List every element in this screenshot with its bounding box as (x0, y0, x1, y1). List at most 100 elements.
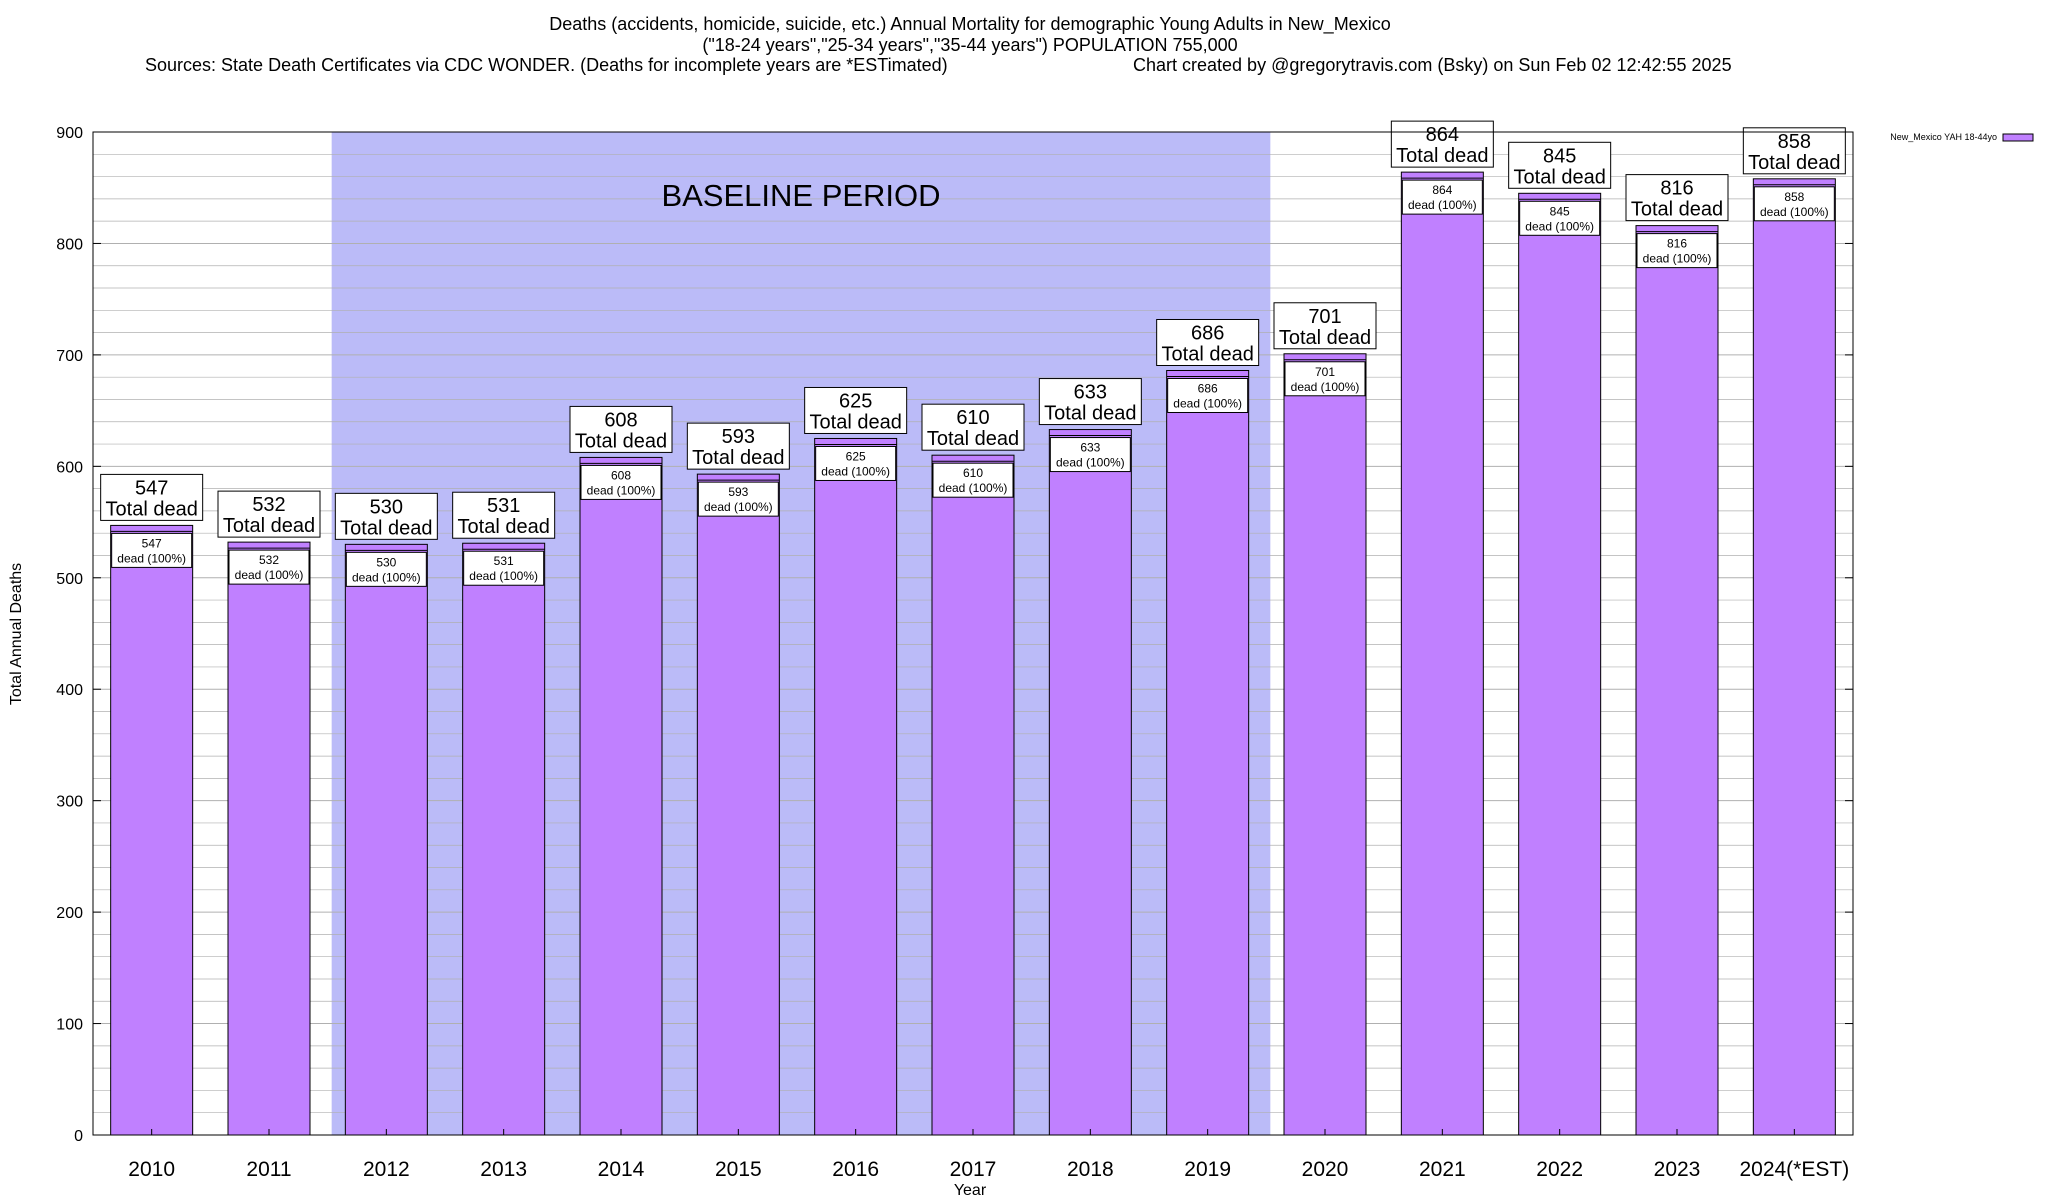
total-label-box (1508, 141, 1612, 189)
total-label-text: Total dead (1748, 152, 1840, 174)
total-label-value: 610 (956, 407, 989, 429)
inner-label-value: 816 (1667, 237, 1687, 251)
chart-title-line-2: ("18-24 years","25-34 years","35-44 year… (702, 35, 1237, 55)
inner-label-box (697, 481, 779, 517)
total-label-box (804, 386, 908, 434)
inner-label-value: 864 (1432, 183, 1452, 197)
x-tick-label: 2023 (1654, 1158, 1701, 1181)
inner-label-value: 701 (1315, 365, 1335, 379)
inner-label-box (111, 532, 193, 568)
legend-label: New_Mexico YAH 18-44yo (1890, 132, 1997, 142)
chart-title-line-1: Deaths (accidents, homicide, suicide, et… (549, 14, 1390, 35)
y-tick-label: 300 (56, 794, 83, 811)
total-label-value: 858 (1778, 131, 1811, 153)
total-label-box (1156, 318, 1260, 366)
total-label-box (569, 405, 673, 453)
x-tick-label: 2020 (1302, 1158, 1349, 1181)
total-label-box (452, 491, 556, 539)
total-label-text: Total dead (458, 516, 550, 538)
total-label-value: 593 (722, 426, 755, 448)
total-label-text: Total dead (575, 430, 667, 452)
total-label-value: 530 (370, 496, 403, 518)
inner-label-text: dead (100%) (117, 551, 186, 565)
total-label-value: 686 (1191, 322, 1224, 344)
total-label-text: Total dead (223, 515, 315, 537)
inner-label-value: 845 (1550, 204, 1570, 218)
bar-2020 (1283, 353, 1367, 1136)
inner-label-value: 531 (494, 554, 514, 568)
total-label-box (100, 473, 204, 521)
inner-label-value: 530 (376, 555, 396, 569)
total-label-text: Total dead (340, 517, 432, 539)
total-label-value: 845 (1543, 145, 1576, 167)
inner-label-box (1753, 186, 1835, 222)
x-tick-label: 2013 (480, 1158, 527, 1181)
total-label-value: 864 (1426, 124, 1459, 146)
inner-label-box (463, 550, 545, 586)
x-tick-label: 2011 (246, 1158, 291, 1181)
bar-2022 (1518, 192, 1602, 1136)
total-label-value: 532 (252, 494, 285, 516)
bar-2010 (110, 524, 194, 1136)
inner-label-value: 547 (142, 536, 162, 550)
inner-label-value: 608 (611, 468, 631, 482)
bar-2012 (344, 543, 428, 1136)
x-tick-label: 2021 (1419, 1158, 1466, 1181)
inner-label-text: dead (100%) (1291, 380, 1360, 394)
x-tick-label: 2014 (598, 1158, 645, 1181)
total-label-value: 701 (1308, 306, 1341, 328)
inner-label-text: dead (100%) (1760, 205, 1829, 219)
x-axis-label: Year (954, 1182, 987, 1199)
total-label-value: 633 (1074, 382, 1107, 404)
total-label-value: 547 (135, 477, 168, 499)
bar-2024(*EST) (1752, 178, 1836, 1136)
total-label-text: Total dead (1631, 199, 1723, 221)
inner-label-box (1519, 200, 1601, 236)
inner-label-text: dead (100%) (1525, 219, 1594, 233)
bar-2013 (462, 542, 546, 1136)
bar-2014 (579, 456, 663, 1136)
bar-2021 (1400, 171, 1484, 1136)
inner-label-box (1636, 233, 1718, 269)
total-label-box (217, 490, 321, 538)
y-tick-label: 700 (56, 348, 83, 365)
plot-frame (92, 131, 1854, 1136)
total-label-box (686, 422, 790, 470)
bar-2015 (696, 473, 780, 1136)
x-tick-label: 2018 (1067, 1158, 1114, 1181)
total-label-value: 625 (839, 390, 872, 412)
x-tick-label: 2015 (715, 1158, 762, 1181)
bar-2023 (1635, 225, 1719, 1136)
x-tick-label: 2016 (832, 1158, 879, 1181)
total-label-text: Total dead (810, 411, 902, 433)
y-tick-label: 0 (74, 1128, 83, 1145)
inner-label-box (1284, 361, 1366, 397)
inner-label-box (815, 445, 897, 481)
bar-2011 (227, 541, 311, 1136)
inner-label-value: 610 (963, 466, 983, 480)
x-tick-label: 2012 (363, 1158, 410, 1181)
y-tick-label: 500 (56, 571, 83, 588)
inner-label-box (1401, 179, 1483, 215)
x-tick-label: 2019 (1184, 1158, 1231, 1181)
inner-label-value: 625 (846, 449, 866, 463)
baseline-label: BASELINE PERIOD (661, 178, 940, 213)
y-tick-label: 400 (56, 682, 83, 699)
inner-label-box (1167, 377, 1249, 413)
chart-sources: Sources: State Death Certificates via CD… (145, 55, 948, 75)
y-tick-label: 200 (56, 905, 83, 922)
legend-swatch (2002, 133, 2034, 142)
total-label-text: Total dead (1279, 327, 1371, 349)
total-label-value: 608 (604, 409, 637, 431)
bar-2016 (814, 437, 898, 1136)
inner-label-value: 686 (1198, 381, 1218, 395)
inner-label-text: dead (100%) (352, 570, 421, 584)
inner-label-value: 858 (1784, 190, 1804, 204)
total-label-text: Total dead (927, 428, 1019, 450)
total-label-box (1038, 378, 1142, 426)
x-tick-label: 2010 (128, 1158, 175, 1181)
total-label-value: 816 (1660, 178, 1693, 200)
y-tick-label: 900 (56, 125, 83, 142)
inner-label-box (345, 551, 427, 587)
